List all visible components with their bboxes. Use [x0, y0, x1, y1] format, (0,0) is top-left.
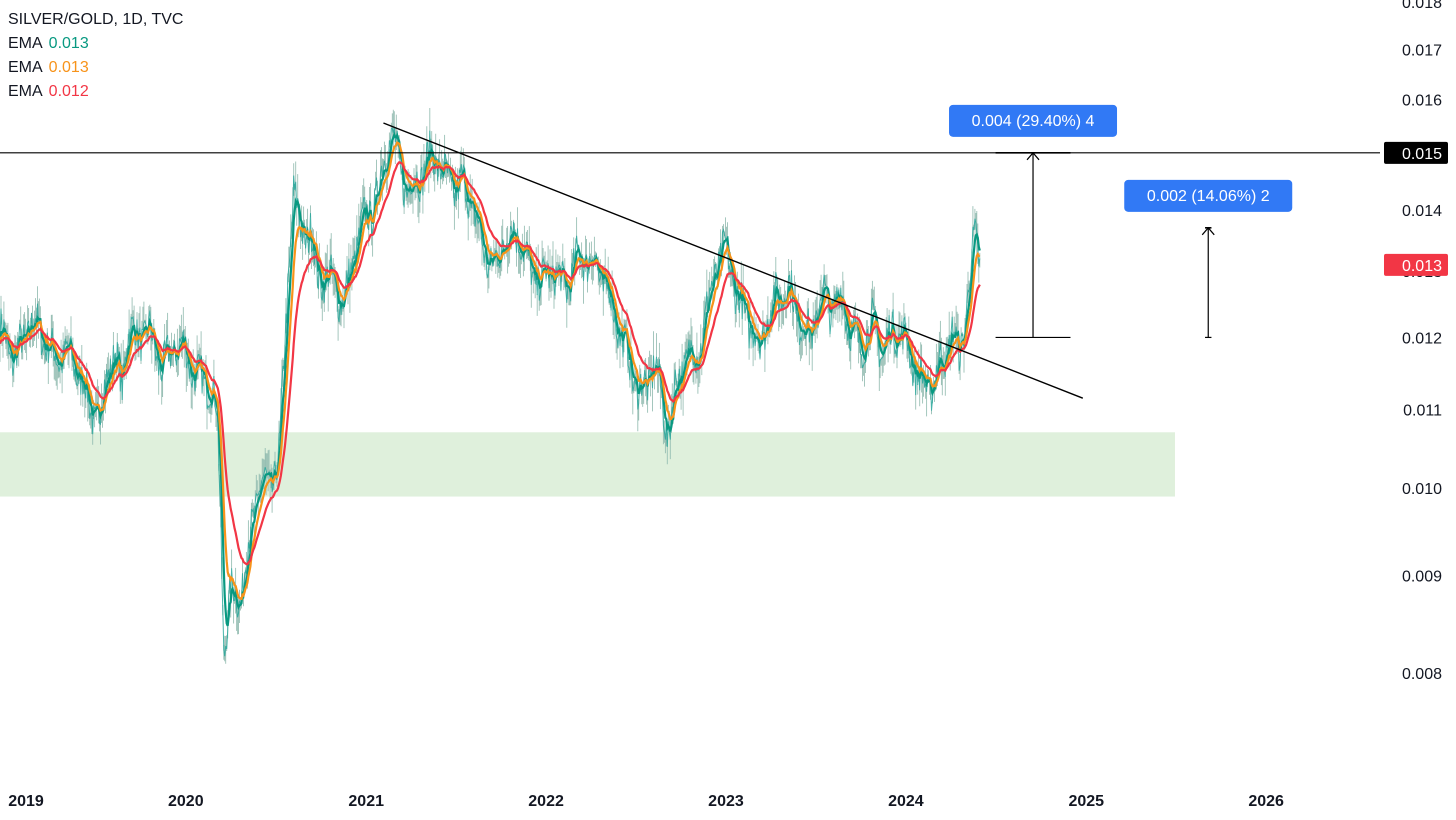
last-price-label-bg	[1384, 253, 1448, 276]
y-tick-label: 0.014	[1402, 203, 1442, 220]
y-tick-label: 0.011	[1403, 402, 1442, 419]
measure-2-label-bg	[1124, 179, 1293, 212]
y-tick-label: 0.012	[1402, 330, 1442, 347]
y-tick-label: 0.008	[1402, 666, 1442, 683]
legend-ema-2-name: EMA	[8, 59, 43, 76]
x-tick-label: 2020	[168, 793, 204, 810]
legend-ema-1[interactable]: EMA 0.013	[8, 32, 183, 56]
y-tick-label: 0.018	[1402, 0, 1442, 12]
x-tick-label: 2024	[888, 793, 924, 810]
legend-ema-2[interactable]: EMA 0.013	[8, 56, 183, 80]
measure-2-arrow-head	[1201, 226, 1215, 236]
legend-ema-2-value: 0.013	[48, 59, 89, 76]
ema-orange-line	[0, 141, 981, 601]
x-tick-label: 2026	[1248, 793, 1284, 810]
ema-green-line	[0, 131, 981, 627]
measure-1-label: 0.004 (29.40%) 4	[972, 113, 1095, 130]
support-zone	[0, 432, 1175, 497]
trendline	[383, 122, 1084, 399]
x-tick-label: 2019	[8, 793, 44, 810]
x-tick-label: 2025	[1068, 793, 1104, 810]
price-candles	[0, 108, 981, 664]
measure-1-arrow-head	[1026, 151, 1040, 161]
price-line	[0, 127, 981, 657]
resistance-price-label-bg	[1384, 141, 1448, 164]
chart-legend: SILVER/GOLD, 1D, TVC EMA 0.013 EMA 0.013 E…	[8, 8, 183, 104]
legend-ema-1-value: 0.013	[48, 35, 89, 52]
ema-red-line	[0, 161, 981, 566]
legend-ema-3[interactable]: EMA 0.012	[8, 80, 183, 104]
measure-2-label: 0.002 (14.06%) 2	[1147, 188, 1270, 205]
price-series-group	[0, 108, 981, 664]
y-tick-label: 0.010	[1402, 481, 1442, 498]
legend-ema-3-value: 0.012	[48, 83, 89, 100]
legend-ema-1-name: EMA	[8, 35, 43, 52]
last-price-label: 0.013	[1402, 258, 1442, 275]
legend-title: SILVER/GOLD, 1D, TVC	[8, 11, 184, 28]
y-tick-label: 0.016	[1402, 92, 1442, 109]
x-tick-label: 2022	[528, 793, 564, 810]
resistance-price-label: 0.015	[1402, 146, 1442, 163]
y-tick-label: 0.009	[1402, 568, 1442, 585]
measure-1-label-bg	[949, 104, 1118, 137]
x-tick-label: 2021	[348, 793, 384, 810]
x-tick-label: 2023	[708, 793, 744, 810]
legend-ema-3-name: EMA	[8, 83, 43, 100]
y-tick-label: 0.017	[1402, 42, 1442, 59]
